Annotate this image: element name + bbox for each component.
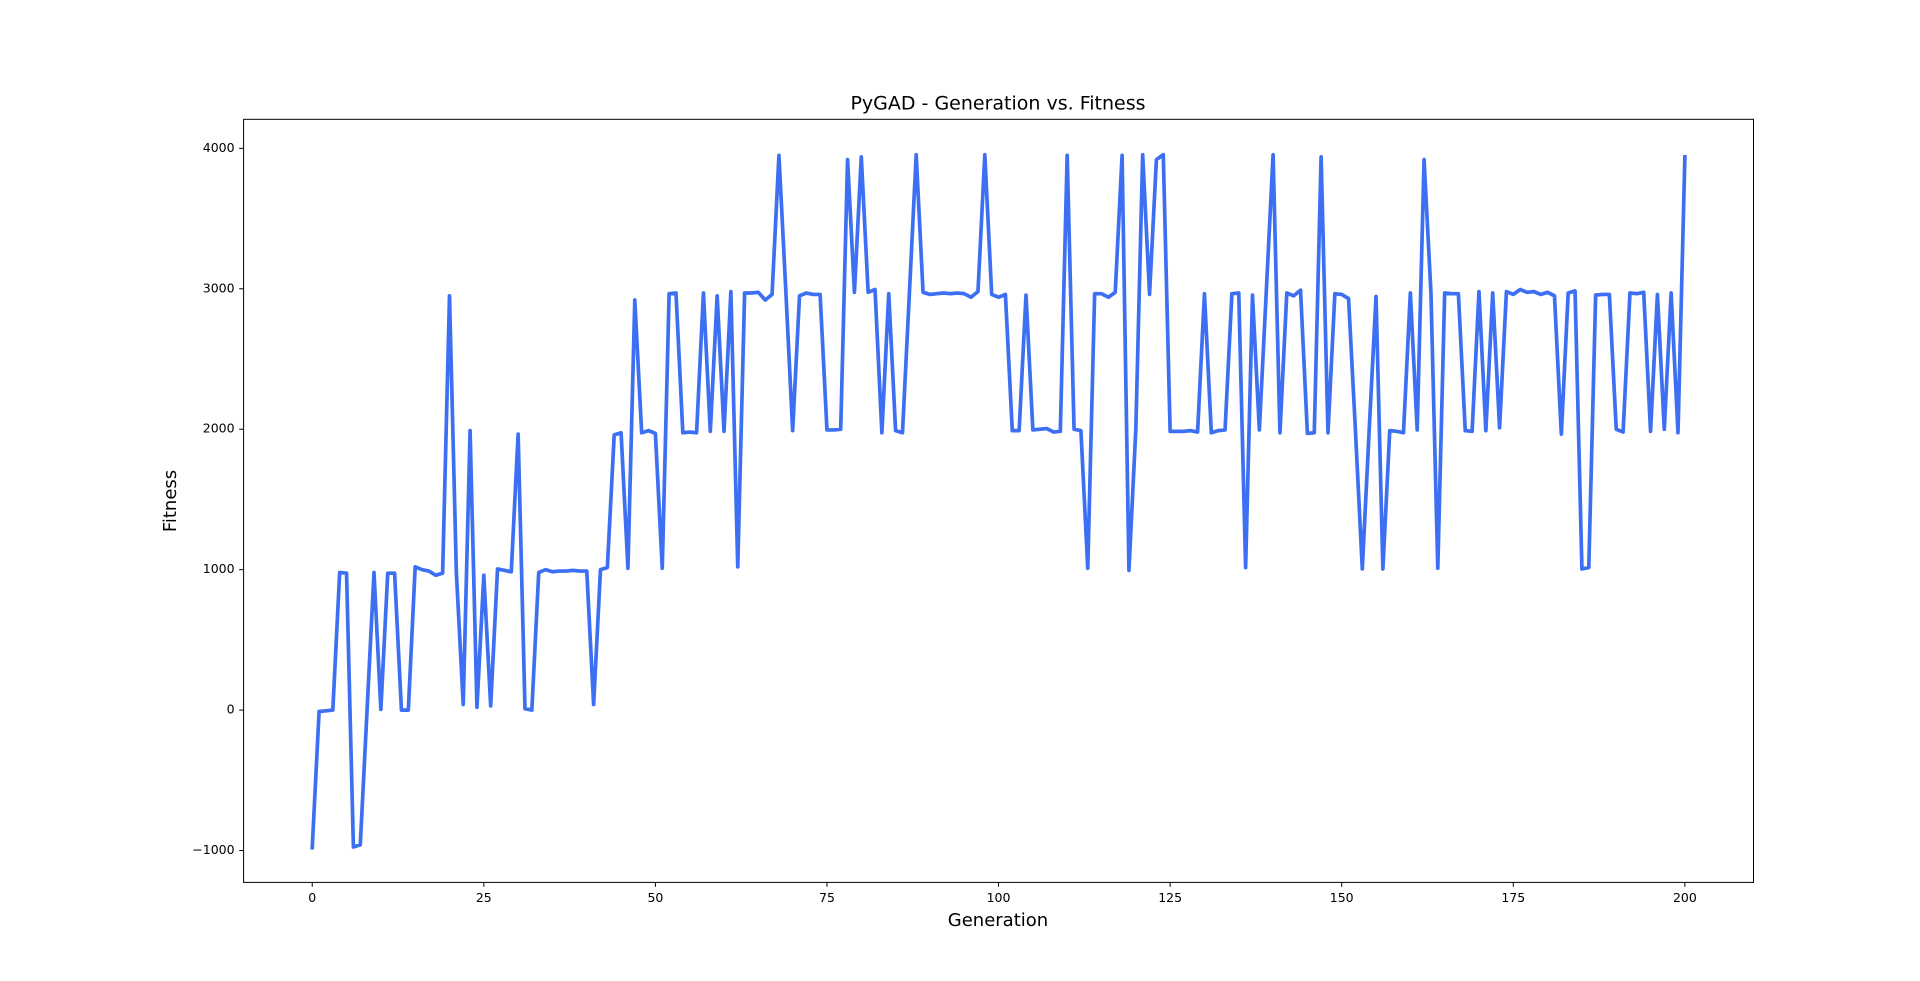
plot-frame [243,118,1755,883]
x-axis-label: Generation [948,910,1048,931]
y-tick-label: 2000 [203,421,235,436]
x-tick-label: 100 [987,890,1011,905]
x-tick-label: 75 [819,890,835,905]
x-tick-label: 25 [476,890,492,905]
y-tick-label: 0 [227,702,235,717]
x-tick-label: 200 [1673,890,1697,905]
x-tick-label: 50 [647,890,663,905]
y-tick-label: 1000 [203,561,235,576]
y-tick-label: 3000 [203,280,235,295]
x-tick-label: 150 [1330,890,1354,905]
fitness-line [310,152,1687,850]
y-tick-label: −1000 [192,842,234,857]
y-axis-label: Fitness [160,470,181,532]
x-tick-label: 175 [1501,890,1525,905]
chart-title: PyGAD - Generation vs. Fitness [850,93,1145,115]
x-tick-label: 0 [308,890,316,905]
x-tick-label: 125 [1158,890,1182,905]
y-tick-label: 4000 [203,140,235,155]
